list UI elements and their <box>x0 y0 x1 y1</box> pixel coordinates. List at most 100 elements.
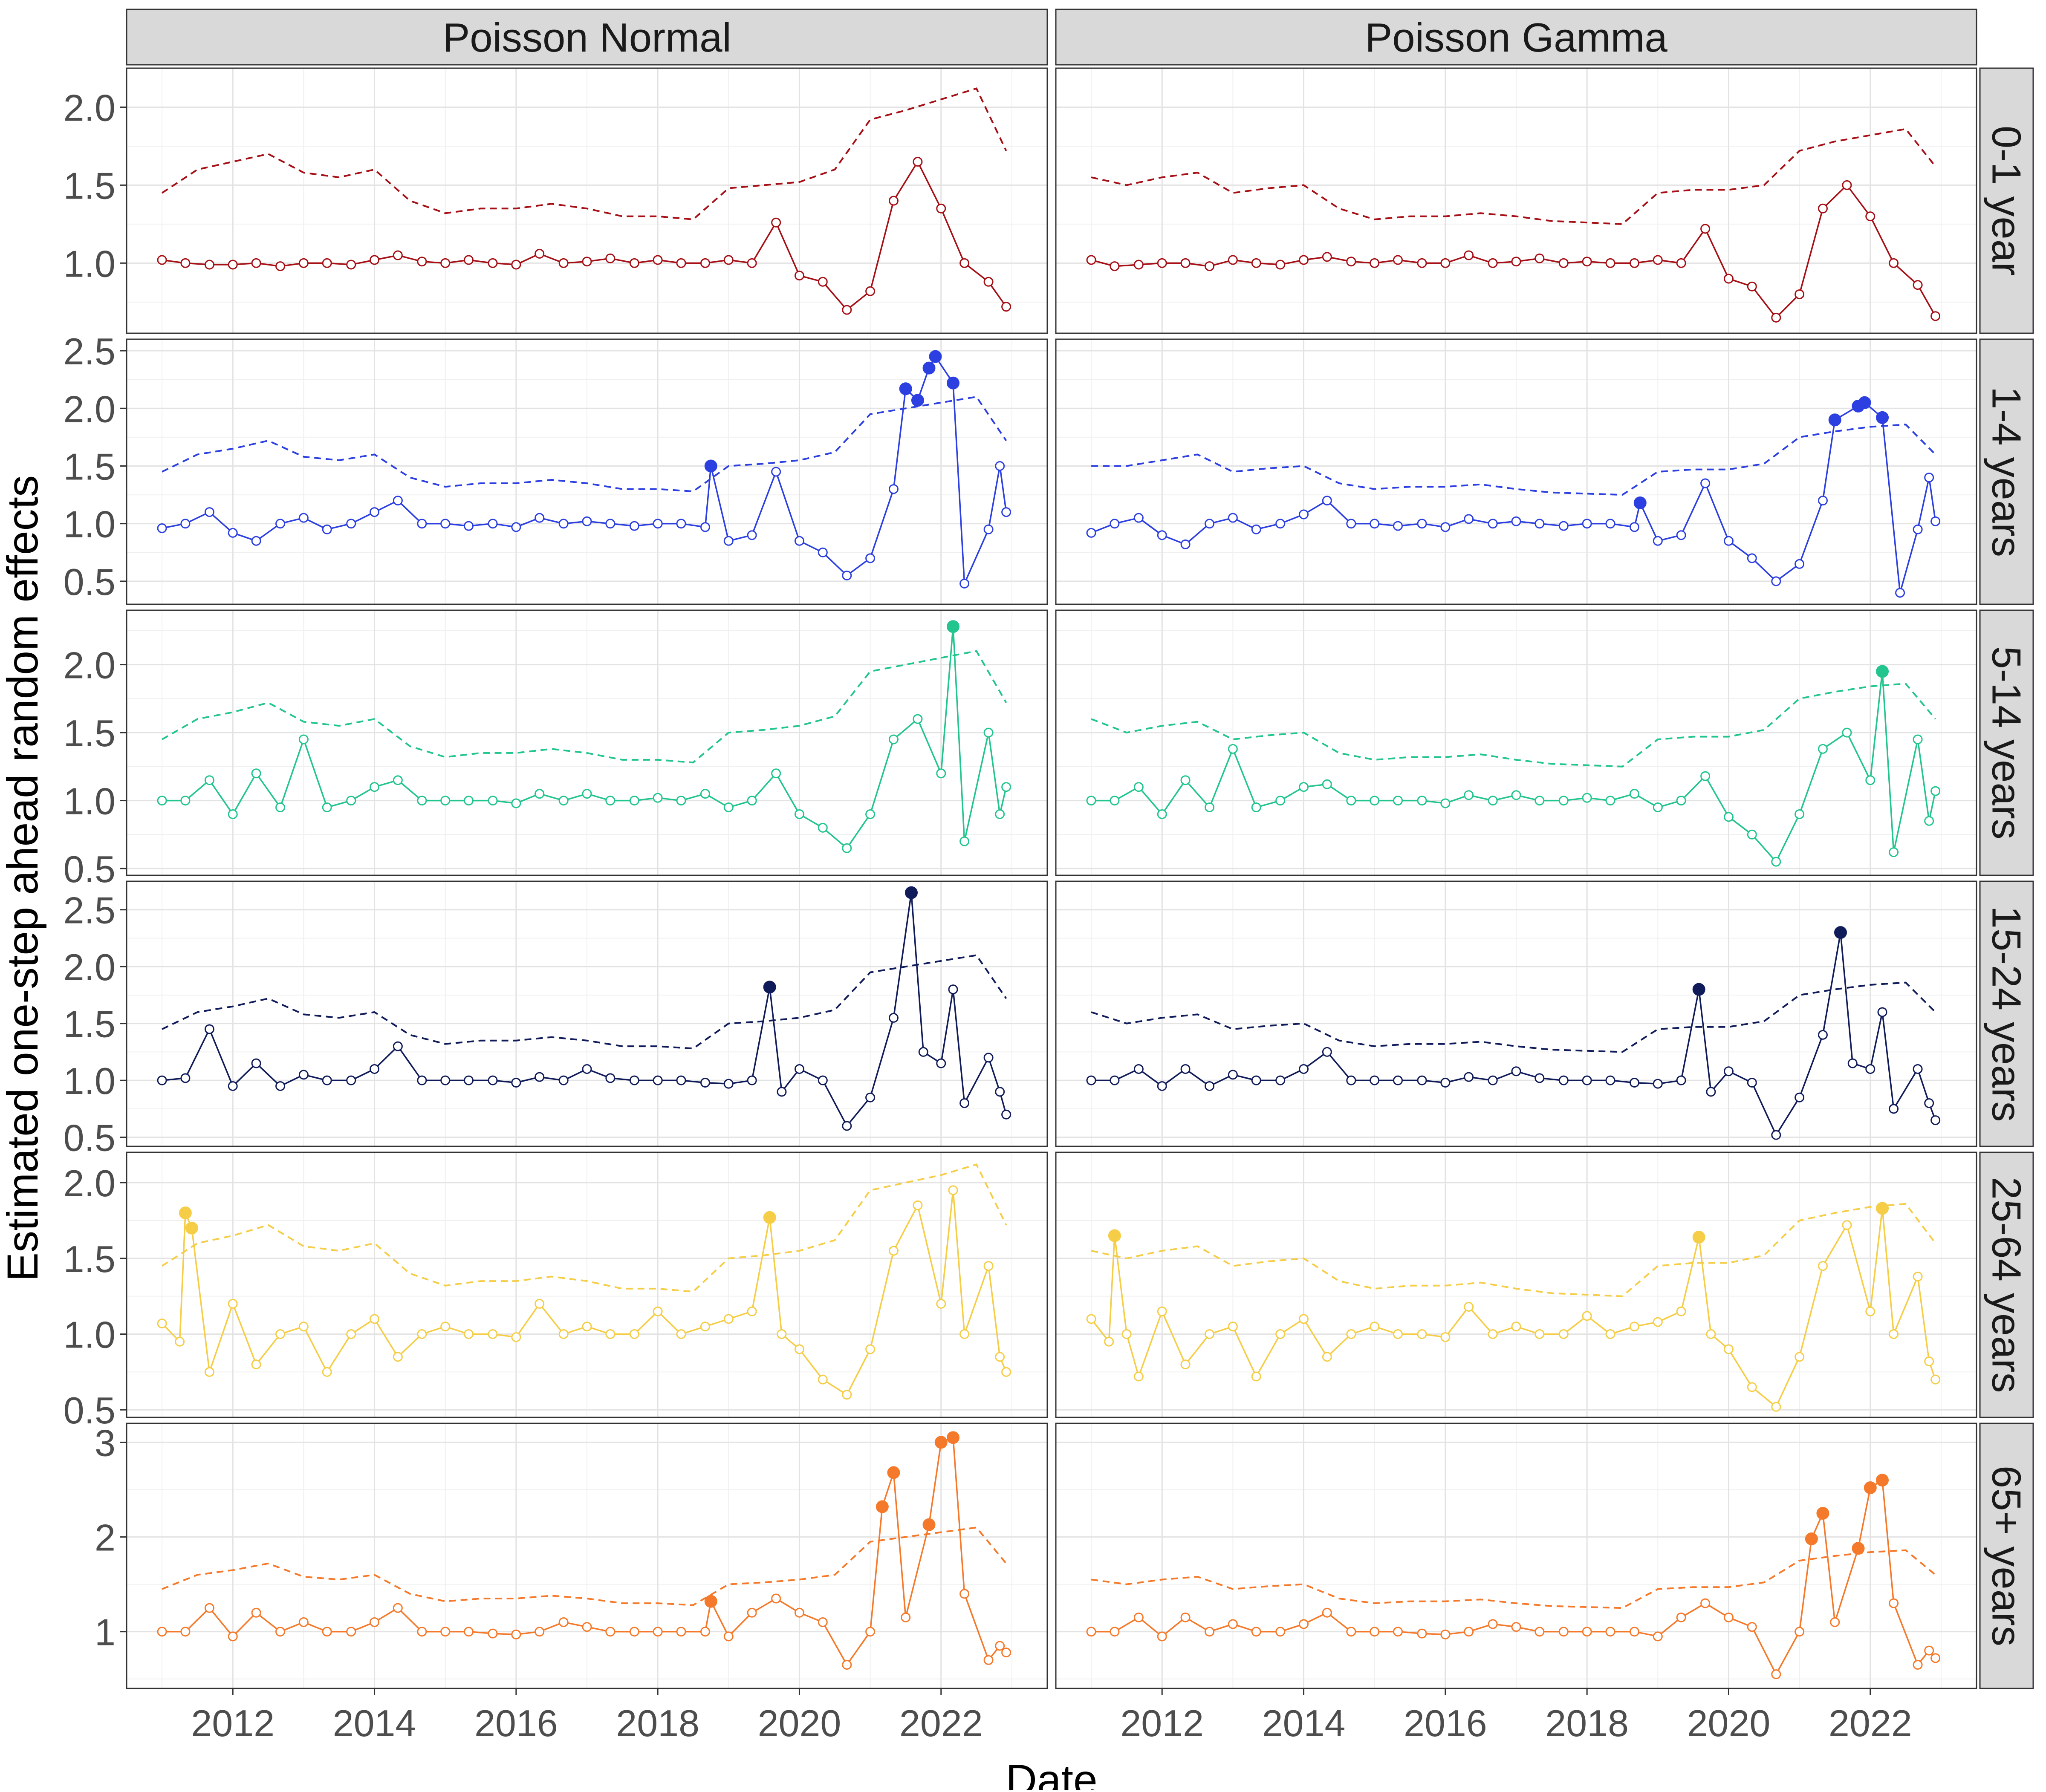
x-tick-label: 2014 <box>1262 1702 1346 1744</box>
estimate-point <box>1771 1130 1781 1140</box>
estimate-point <box>1877 1007 1887 1017</box>
estimate-point <box>676 1075 686 1085</box>
estimate-point <box>1133 1371 1144 1382</box>
estimate-point <box>322 1367 332 1377</box>
estimate-point <box>157 523 167 534</box>
estimate-point <box>676 1627 686 1637</box>
estimate-point <box>298 1322 309 1332</box>
exceedance-point <box>929 350 942 363</box>
estimate-point <box>1086 796 1096 806</box>
y-tick-label: 2.0 <box>64 946 116 988</box>
estimate-point <box>370 1617 380 1627</box>
estimate-point <box>1629 522 1639 532</box>
estimate-point <box>1653 802 1663 813</box>
estimate-point <box>346 519 356 529</box>
estimate-point <box>322 524 332 534</box>
exceedance-point <box>1816 1507 1829 1520</box>
estimate-point <box>1417 1075 1427 1085</box>
estimate-point <box>582 257 592 267</box>
estimate-point <box>1830 1617 1840 1627</box>
estimate-point <box>322 1627 332 1637</box>
estimate-point <box>275 519 286 529</box>
estimate-point <box>1110 519 1120 529</box>
estimate-point <box>1629 1322 1639 1332</box>
estimate-point <box>1346 1627 1356 1637</box>
estimate-point <box>1110 261 1120 271</box>
estimate-point <box>228 1081 238 1091</box>
estimate-point <box>1842 180 1852 190</box>
panel-5-14-years-poisson-normal: 0.5 1.0 1.5 2.0 <box>64 609 1048 890</box>
estimate-point <box>1464 1302 1474 1312</box>
estimate-point <box>1747 1622 1757 1632</box>
estimate-point <box>629 796 639 806</box>
estimate-point <box>1889 847 1899 857</box>
estimate-point <box>558 519 569 529</box>
estimate-point <box>1322 1352 1332 1362</box>
exceedance-point <box>887 1466 900 1479</box>
estimate-point <box>653 1306 663 1316</box>
estimate-point <box>1205 1627 1215 1637</box>
estimate-point <box>888 1246 899 1256</box>
y-tick-label: 1.5 <box>64 1003 116 1045</box>
estimate-point <box>1511 1322 1521 1332</box>
estimate-point <box>1723 536 1734 546</box>
estimate-point <box>1511 516 1521 526</box>
estimate-point <box>275 1081 286 1091</box>
estimate-point <box>1464 250 1474 260</box>
estimate-point <box>794 809 804 819</box>
estimate-point <box>370 782 380 792</box>
estimate-point <box>1228 513 1238 523</box>
estimate-point <box>1275 260 1286 270</box>
y-tick-label: 2.0 <box>64 388 116 430</box>
exceedance-point <box>1864 1481 1877 1495</box>
estimate-point <box>204 1603 214 1613</box>
estimate-point <box>1676 796 1686 806</box>
estimate-point <box>771 768 781 779</box>
estimate-point <box>747 1075 757 1085</box>
estimate-point <box>1605 1075 1615 1085</box>
exceedance-point <box>1828 413 1841 427</box>
exceedance-point <box>947 1431 960 1444</box>
estimate-point <box>1723 274 1734 284</box>
estimate-point <box>1913 280 1923 290</box>
estimate-point <box>1653 1631 1663 1642</box>
estimate-point <box>948 1185 958 1195</box>
estimate-point <box>1700 478 1711 488</box>
estimate-point <box>1417 519 1427 529</box>
estimate-point <box>204 1024 214 1034</box>
panel-25-64-years-poisson-gamma <box>1055 1151 1977 1418</box>
estimate-point <box>393 1352 403 1362</box>
estimate-point <box>582 516 592 526</box>
row-strip-65-years <box>1979 1423 2034 1689</box>
estimate-point <box>995 809 1005 819</box>
row-title-65-years: 65+ years <box>1984 1466 2029 1646</box>
estimate-point <box>1605 796 1615 806</box>
panel-0-1-year-poisson-normal: 1.0 1.5 2.0 <box>64 67 1048 334</box>
panel-border <box>126 1151 1048 1418</box>
panel-border <box>1055 67 1977 334</box>
estimate-point <box>1930 1374 1941 1385</box>
estimate-point <box>322 1075 332 1085</box>
estimate-point <box>794 1344 804 1354</box>
estimate-point <box>298 1617 309 1627</box>
estimate-point <box>204 1367 214 1377</box>
estimate-point <box>1534 1329 1545 1339</box>
estimate-point <box>794 271 804 281</box>
estimate-point <box>1676 1075 1686 1085</box>
estimate-point <box>1251 802 1261 813</box>
estimate-point <box>1865 211 1876 222</box>
estimate-point <box>440 258 451 268</box>
estimate-point <box>794 536 804 546</box>
estimate-point <box>1629 1627 1639 1637</box>
estimate-point <box>936 203 946 214</box>
panel-border <box>1055 1151 1977 1418</box>
estimate-point <box>558 258 569 268</box>
estimate-point <box>1133 513 1144 523</box>
estimate-point <box>913 714 923 724</box>
threshold-line <box>1091 128 1936 225</box>
estimate-point <box>959 1589 970 1599</box>
estimate-point <box>1930 786 1941 796</box>
threshold-line <box>162 650 1007 764</box>
estimate-point <box>1275 1627 1286 1637</box>
estimate-point <box>180 258 191 268</box>
